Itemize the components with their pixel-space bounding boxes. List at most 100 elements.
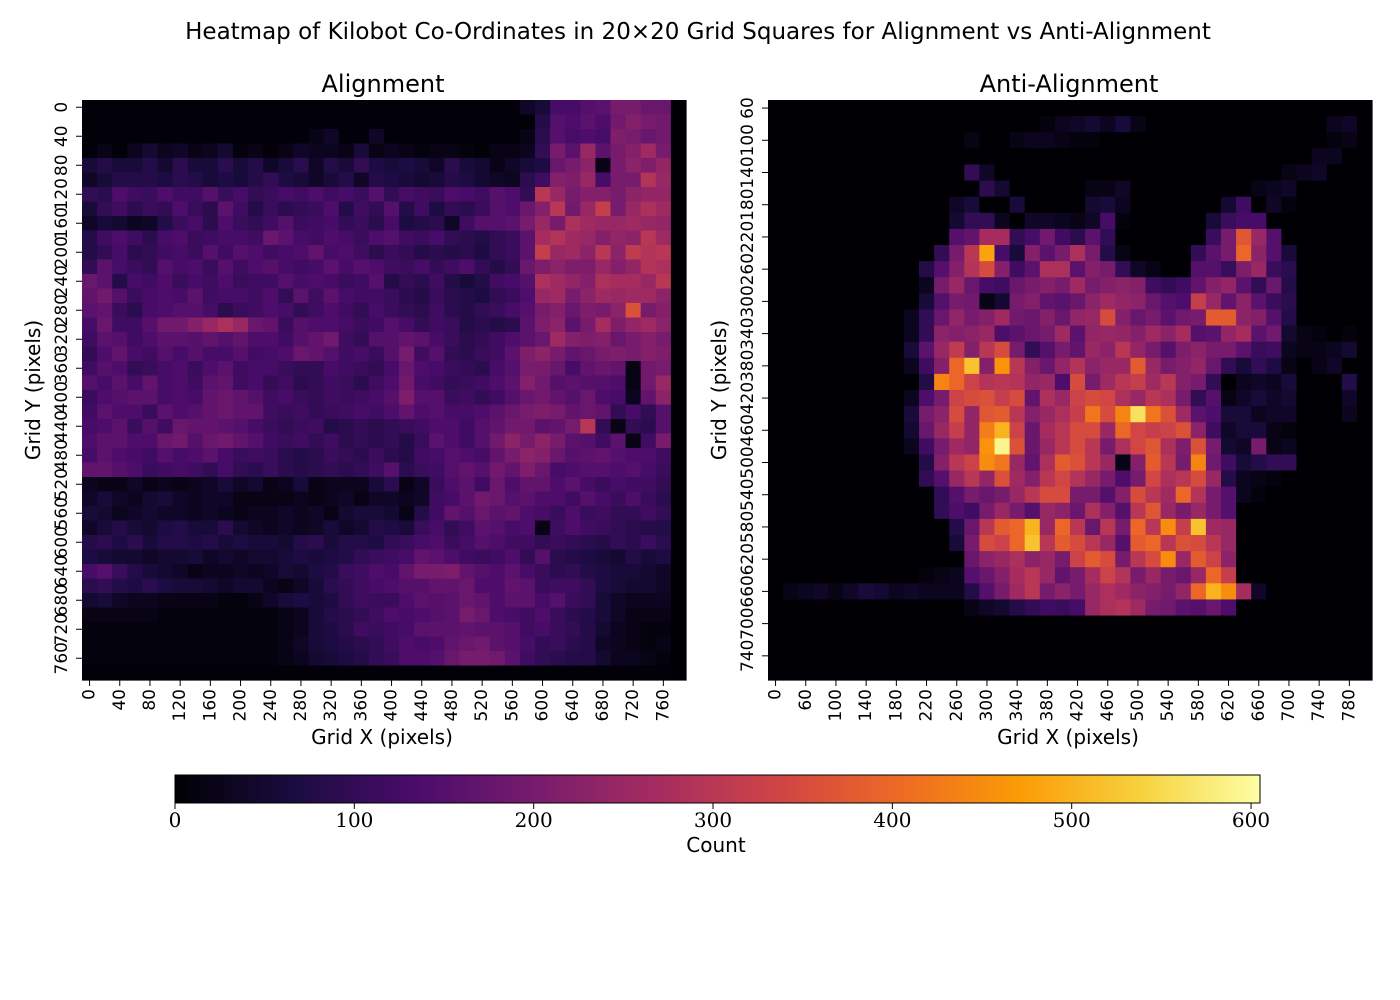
heatmap-cell <box>625 651 642 667</box>
heatmap-cell <box>1221 309 1237 327</box>
heatmap-cell <box>888 583 905 601</box>
heatmap-cell <box>97 491 113 507</box>
heatmap-cell <box>888 599 905 617</box>
heatmap-cell <box>1145 132 1162 149</box>
heatmap-cell <box>323 361 340 377</box>
heatmap-cell <box>1205 132 1222 149</box>
heatmap-cell <box>323 506 340 522</box>
heatmap-cell <box>565 172 581 188</box>
heatmap-cell <box>187 506 204 522</box>
heatmap-cell <box>248 143 264 159</box>
heatmap-cell <box>1356 583 1373 601</box>
heatmap-cell <box>278 172 294 188</box>
heatmap-cell <box>858 551 875 568</box>
heatmap-cell <box>338 622 355 638</box>
heatmap-cell <box>1009 196 1026 214</box>
heatmap-cell <box>444 578 461 594</box>
heatmap-cell <box>565 622 581 638</box>
heatmap-cell <box>813 116 829 133</box>
heatmap-cell <box>828 551 845 568</box>
heatmap-cell <box>217 187 234 203</box>
heatmap-cell <box>187 274 204 290</box>
heatmap-cell <box>293 303 310 319</box>
heatmap-cell <box>843 390 860 407</box>
x-tick-label: 240 <box>261 689 281 721</box>
x-tick-label: 440 <box>412 689 432 721</box>
heatmap-cell <box>1281 518 1298 536</box>
heatmap-cell <box>979 663 996 681</box>
heatmap-cell <box>979 261 996 278</box>
heatmap-cell <box>233 506 249 522</box>
heatmap-cell <box>934 647 950 665</box>
heatmap-cell <box>519 549 536 565</box>
heatmap-cell <box>293 607 310 623</box>
heatmap-cell <box>187 303 204 319</box>
heatmap-cell <box>519 288 536 304</box>
heatmap-cell <box>1145 615 1162 633</box>
heatmap-cell <box>1009 583 1026 601</box>
heatmap-cell <box>459 491 476 507</box>
heatmap-cell <box>82 143 98 159</box>
heatmap-cell <box>1356 454 1373 472</box>
heatmap-cell <box>1115 422 1131 439</box>
heatmap-cell <box>625 100 642 116</box>
heatmap-cell <box>1100 454 1116 472</box>
heatmap-cell <box>919 502 935 520</box>
heatmap-cell <box>610 520 627 536</box>
heatmap-cell <box>550 462 566 478</box>
heatmap-cell <box>233 361 249 377</box>
heatmap-cell <box>873 551 890 568</box>
heatmap-panel-alignment: Alignment 0 40 80 120 160 200 240 280 320 360 400 4… <box>21 70 687 749</box>
heatmap-cell <box>384 143 400 159</box>
heatmap-cell <box>828 309 845 327</box>
heatmap-cell <box>1236 148 1252 166</box>
heatmap-cell <box>768 164 784 182</box>
colorbar-ticks: 0 100 200 300 400 500 600 <box>169 803 1270 832</box>
heatmap-cell <box>172 245 189 261</box>
heatmap-cell <box>919 116 935 133</box>
heatmap-cell <box>1266 373 1282 391</box>
heatmap-cell <box>858 180 875 198</box>
heatmap-cell <box>550 361 566 377</box>
heatmap-cell <box>1009 422 1026 439</box>
heatmap-cell <box>338 578 355 594</box>
heatmap-cell <box>813 583 829 601</box>
heatmap-cell <box>429 288 445 304</box>
heatmap-cell <box>625 564 642 580</box>
heatmap-cell <box>873 502 890 520</box>
heatmap-cell <box>157 578 174 594</box>
heatmap-cell <box>873 406 890 423</box>
heatmap-cell <box>429 158 445 174</box>
heatmap-cell <box>828 470 845 488</box>
heatmap-cell <box>414 477 430 493</box>
heatmap-cell <box>565 361 581 377</box>
heatmap-cell <box>97 158 113 174</box>
heatmap-cell <box>233 665 249 681</box>
heatmap-cell <box>97 462 113 478</box>
heatmap-cell <box>670 636 687 652</box>
heatmap-cell <box>278 404 294 420</box>
heatmap-cell <box>1326 341 1343 359</box>
heatmap-cell <box>535 433 551 449</box>
heatmap-cell <box>127 404 143 420</box>
heatmap-cell <box>157 274 174 290</box>
heatmap-cell <box>768 277 784 294</box>
heatmap-cell <box>1160 486 1177 504</box>
heatmap-cell <box>550 651 566 667</box>
heatmap-cell <box>1221 438 1237 456</box>
heatmap-cell <box>1130 357 1147 375</box>
x-tick-label: 380 <box>1037 689 1057 721</box>
heatmap-cell <box>1266 293 1282 311</box>
heatmap-cell <box>248 332 264 348</box>
heatmap-cell <box>565 651 581 667</box>
heatmap-cell <box>1175 116 1192 133</box>
heatmap-cell <box>1311 309 1328 327</box>
heatmap-cell <box>338 245 355 261</box>
heatmap-cell <box>142 158 159 174</box>
heatmap-cell <box>670 651 687 667</box>
heatmap-cell <box>979 373 996 391</box>
heatmap-cell <box>504 361 521 377</box>
heatmap-cell <box>949 309 965 327</box>
heatmap-cell <box>1296 325 1313 343</box>
heatmap-cell <box>550 187 566 203</box>
